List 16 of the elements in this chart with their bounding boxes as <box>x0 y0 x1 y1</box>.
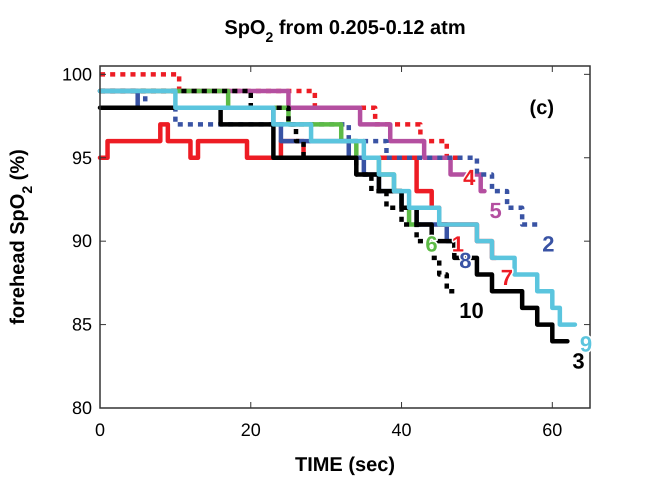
chart-title: SpO$_{2}$ from 0.205-0.12 atm <box>224 17 466 45</box>
series-label: 10 <box>459 298 484 324</box>
series-label: 2 <box>542 231 554 256</box>
x-axis-title: TIME (sec) <box>294 454 396 476</box>
y-tick-label: 100 <box>62 64 92 84</box>
y-tick-label: 85 <box>72 314 92 335</box>
series-label: 7 <box>500 264 514 290</box>
x-tick-label: 60 <box>542 420 562 440</box>
y-tick-label: 90 <box>72 231 92 252</box>
x-tick-label: 40 <box>392 420 412 440</box>
y-tick-label: 80 <box>72 398 92 418</box>
series-label: 5 <box>489 198 502 224</box>
y-tick-label: 95 <box>72 148 92 168</box>
x-tick-label: 20 <box>240 420 261 440</box>
annotation: (c) <box>530 97 554 119</box>
x-tick-label: 0 <box>94 420 106 440</box>
